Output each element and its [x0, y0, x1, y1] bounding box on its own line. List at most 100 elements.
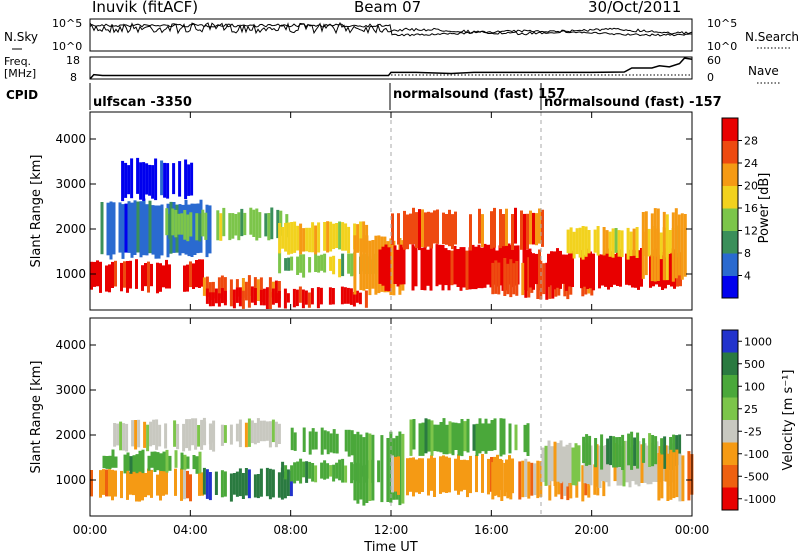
power-cell	[521, 262, 525, 296]
power-cell	[299, 254, 303, 273]
velocity-cell	[189, 474, 192, 502]
velocity-cell	[152, 419, 156, 446]
velocity-cell	[547, 440, 551, 486]
velocity-cell	[397, 456, 400, 495]
power-cell	[593, 229, 597, 253]
power-cell	[571, 250, 574, 287]
power-cell	[252, 209, 256, 237]
velocity-cell	[281, 461, 285, 478]
power-cell	[527, 257, 531, 298]
velocity-cell	[202, 417, 206, 443]
power-cell	[364, 290, 368, 308]
power-cell	[264, 213, 268, 237]
power-cell	[569, 227, 573, 254]
velocity-cell	[589, 445, 593, 486]
velocity-cell	[289, 470, 293, 497]
velocity-cell	[162, 451, 166, 472]
velocity-cell	[508, 423, 512, 454]
power-cell	[677, 214, 681, 276]
power-cell	[198, 213, 202, 242]
power-cell	[547, 253, 550, 287]
power-cell	[581, 226, 585, 260]
power-cell	[142, 198, 146, 256]
power-cell	[435, 244, 439, 287]
power-cell	[550, 251, 553, 286]
power-cell	[524, 258, 528, 298]
velocity-cell	[559, 440, 563, 484]
velocity-cell	[640, 444, 644, 483]
power-cell	[644, 211, 648, 276]
power-cell	[553, 251, 556, 290]
power-ytick-label: 2000	[55, 222, 86, 236]
velocity-cell	[338, 459, 342, 481]
power-cell	[247, 288, 251, 308]
power-cell	[490, 211, 493, 249]
velocity-cell	[323, 460, 327, 480]
power-cell	[323, 222, 327, 251]
velocity-cell	[141, 449, 145, 474]
power-cell	[277, 290, 281, 308]
freq-left-label-2: [MHz]	[4, 67, 36, 80]
velocity-cell	[99, 470, 102, 498]
velocity-cell	[335, 462, 339, 479]
velocity-cell	[430, 420, 434, 456]
power-cell	[287, 257, 291, 271]
nave-label: Nave	[748, 64, 779, 78]
power-ytick-label: 3000	[55, 177, 86, 191]
cpid-segment-3: normalsound (fast) -157	[544, 95, 722, 110]
power-cell	[506, 263, 510, 295]
velocity-cell	[129, 456, 133, 474]
velocity-cell	[147, 455, 151, 471]
velocity-cell	[265, 467, 269, 497]
velocity-cell	[427, 419, 431, 452]
power-cell	[310, 288, 314, 305]
velocity-cell	[150, 469, 153, 498]
velocity-cell	[615, 437, 619, 468]
velocity-cell	[147, 468, 150, 496]
velocity-cell	[290, 465, 294, 482]
power-cell	[90, 261, 93, 290]
velocity-cell	[126, 469, 129, 500]
velocity-cell	[299, 458, 303, 484]
power-cell	[661, 252, 664, 290]
velocity-cell	[120, 470, 123, 499]
velocity-cell	[132, 467, 135, 496]
power-cell	[520, 210, 523, 250]
velocity-cell	[672, 452, 676, 499]
velocity-cell	[149, 421, 153, 447]
noise-sky-trace	[89, 21, 693, 48]
velocity-cell	[122, 423, 126, 451]
velocity-cell	[642, 438, 646, 463]
velocity-cell	[469, 455, 472, 494]
power-cell	[409, 213, 412, 245]
power-cell	[268, 277, 272, 298]
power-cell	[174, 209, 178, 238]
power-cell	[399, 244, 403, 285]
velocity-cell	[460, 419, 464, 457]
velocity-cell	[657, 453, 661, 501]
velocity-cell	[188, 419, 192, 451]
power-cell	[362, 235, 366, 291]
velocity-cell	[208, 472, 212, 501]
velocity-cell	[229, 473, 233, 502]
power-cell	[216, 210, 220, 241]
power-cell	[641, 212, 645, 279]
power-cell	[240, 208, 244, 237]
velocity-cell	[521, 460, 525, 498]
power-cell	[469, 214, 472, 251]
velocity-cell	[511, 458, 514, 494]
freq-left-tick-bottom: 8	[70, 71, 77, 84]
velocity-cell	[305, 461, 309, 483]
power-cell	[201, 259, 204, 287]
velocity-cell	[105, 456, 109, 469]
power-cell	[453, 246, 457, 285]
power-cell	[258, 212, 262, 238]
power-cell	[562, 254, 565, 284]
power-cell	[276, 209, 280, 239]
power-cell	[262, 288, 266, 306]
velocity-cell	[678, 453, 682, 502]
power-cell	[211, 292, 215, 307]
power-cell	[365, 235, 369, 289]
velocity-cell	[481, 423, 485, 452]
velocity-cell	[220, 470, 224, 498]
